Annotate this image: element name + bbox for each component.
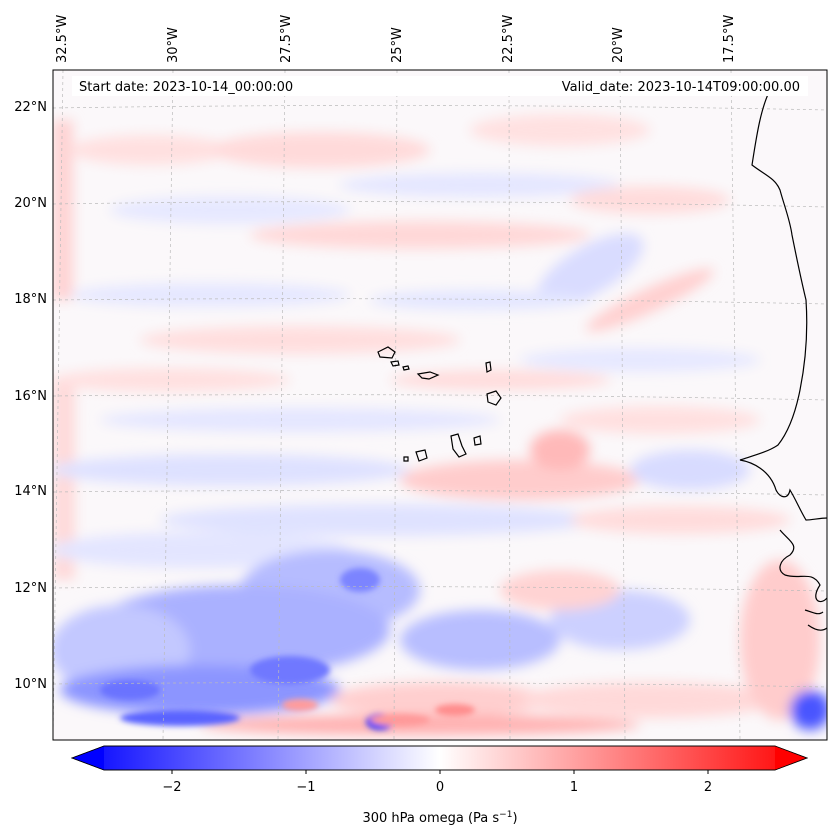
cabo-verde-boa-vista: [486, 390, 502, 406]
map-frame: [52, 69, 828, 741]
lon-label: 25°W: [390, 27, 405, 63]
lat-label: 14°N: [14, 484, 47, 499]
longitude-labels: 32.5°W 30°W 27.5°W 25°W 22.5°W 20°W 17.5…: [55, 15, 737, 63]
lon-label: 20°W: [611, 27, 626, 63]
colorbar-tick-label: 1: [570, 780, 578, 795]
colorbar-tick-label: −2: [162, 780, 181, 795]
colorbar-ticks: [171, 770, 709, 774]
cabo-verde-brava: [403, 456, 409, 462]
lon-label: 27.5°W: [279, 15, 294, 63]
colorbar: −2 −1 0 1 2 300 hPa omega (Pa s−1): [70, 745, 809, 826]
cabo-verde-fogo: [415, 449, 428, 462]
lat-label: 10°N: [14, 677, 47, 692]
lon-label: 22.5°W: [501, 15, 516, 63]
colorbar-body: [70, 745, 809, 771]
lat-label: 16°N: [14, 389, 47, 404]
cabo-verde-santiago: [450, 433, 467, 458]
omega-field: [53, 70, 827, 740]
lat-label: 12°N: [14, 581, 47, 596]
cabo-verde-sal: [485, 361, 492, 373]
latitude-labels: 22°N 20°N 18°N 16°N 14°N 12°N 10°N: [14, 100, 47, 692]
cabo-verde-santo-antao: [377, 346, 396, 359]
coastlines: [377, 89, 827, 631]
info-band: [72, 76, 808, 96]
colorbar-min-extend: [72, 746, 104, 770]
colorbar-max-extend: [775, 746, 807, 770]
lon-label: 32.5°W: [55, 15, 70, 63]
valid-date-label: Valid_date: 2023-10-14T09:00:00.00: [562, 80, 800, 95]
gridlines: [53, 70, 827, 740]
cabo-verde-maio: [473, 435, 482, 446]
start-date-label: Start date: 2023-10-14_00:00:00: [79, 80, 293, 95]
lat-label: 20°N: [14, 196, 47, 211]
cabo-verde-sao-nicolau: [416, 371, 440, 380]
lon-label: 30°W: [166, 27, 181, 63]
lat-label: 22°N: [14, 100, 47, 115]
colorbar-label: 300 hPa omega (Pa s−1): [362, 810, 517, 826]
colorbar-tick-label: −1: [296, 780, 315, 795]
colorbar-tick-label: 2: [704, 780, 712, 795]
lon-label: 17.5°W: [722, 15, 737, 63]
lat-label: 18°N: [14, 292, 47, 307]
cabo-verde-sao-vicente: [390, 360, 400, 367]
africa-coastline: [739, 89, 827, 521]
colorbar-tick-label: 0: [436, 780, 444, 795]
